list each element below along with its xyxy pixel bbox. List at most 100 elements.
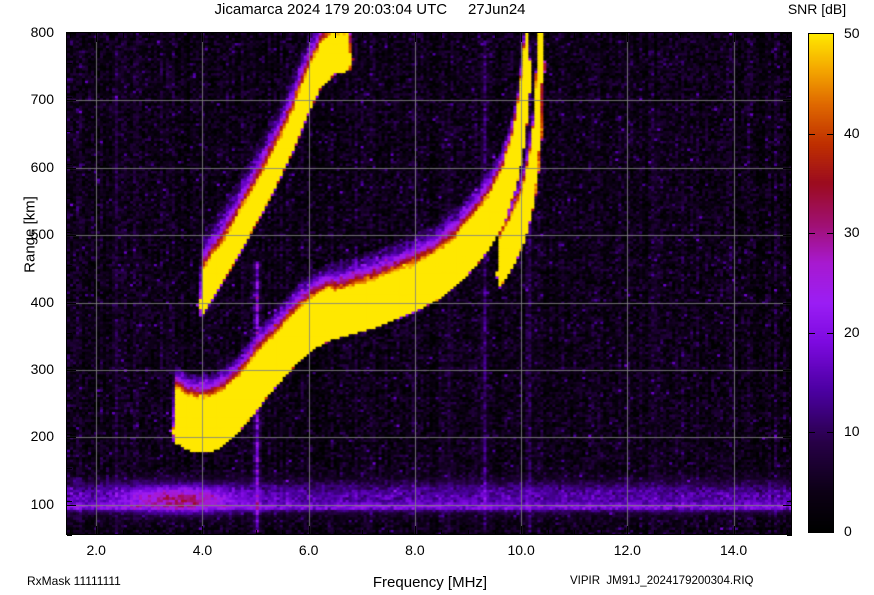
x-tick-minor (335, 530, 336, 535)
x-tick-major (627, 33, 628, 42)
x-tick-minor (441, 33, 442, 38)
y-tick-minor (787, 97, 792, 98)
colorbar-tick (809, 432, 815, 433)
colorbar-tick-label-50: 50 (844, 25, 860, 41)
x-tick-minor (760, 530, 761, 535)
x-tick-major (521, 526, 522, 535)
y-tick-major (783, 437, 792, 438)
colorbar-tick (809, 333, 815, 334)
x-tick-minor (654, 33, 655, 38)
y-tick-minor (67, 63, 72, 64)
y-tick-label-200: 200 (30, 428, 54, 445)
colorbar-tick-label-20: 20 (844, 323, 860, 340)
y-tick-minor (67, 400, 72, 401)
x-tick-label-10: 10.0 (507, 542, 535, 558)
page-title: Jicamarca 2024 179 20:03:04 UTC 27Jun24 (214, 1, 526, 18)
y-tick-major (783, 505, 792, 506)
colorbar-tick (827, 233, 833, 234)
x-tick-minor (441, 530, 442, 535)
y-tick-minor (787, 299, 792, 300)
y-tick-minor (787, 198, 792, 199)
x-tick-major (627, 526, 628, 535)
y-tick-minor (787, 468, 792, 469)
x-tick-minor (149, 33, 150, 38)
y-tick-minor (67, 97, 72, 98)
x-tick-major (521, 33, 522, 42)
x-axis-label: Frequency [MHz] (372, 574, 488, 591)
y-tick-minor (67, 232, 72, 233)
y-tick-minor (787, 265, 792, 266)
x-tick-label-6: 6.0 (298, 542, 319, 558)
x-tick-minor (574, 33, 575, 38)
colorbar-tick-label-10: 10 (844, 423, 860, 440)
rxmask-status: RxMask 11111111 (27, 574, 121, 588)
x-tick-minor (495, 530, 496, 535)
y-tick-major (67, 505, 76, 506)
x-tick-minor (176, 33, 177, 38)
y-tick-minor (787, 501, 792, 502)
y-tick-label-800: 800 (30, 24, 54, 40)
x-tick-minor (601, 530, 602, 535)
file-identifier: VIPIR JM91J_2024179200304.RIQ (570, 575, 754, 587)
y-tick-label-100: 100 (30, 495, 54, 512)
y-tick-minor (787, 131, 792, 132)
y-tick-label-500: 500 (30, 226, 54, 243)
ionogram-heatmap (67, 33, 792, 535)
x-tick-minor (256, 33, 257, 38)
x-tick-major (734, 33, 735, 42)
y-tick-minor (787, 164, 792, 165)
x-tick-minor (548, 530, 549, 535)
y-tick-major (67, 370, 76, 371)
y-tick-label-400: 400 (30, 293, 54, 310)
x-tick-major (415, 526, 416, 535)
y-tick-label-600: 600 (30, 158, 54, 175)
x-tick-major (202, 33, 203, 42)
x-tick-minor (707, 530, 708, 535)
x-tick-minor (70, 33, 71, 38)
y-tick-major (67, 437, 76, 438)
y-tick-major (67, 33, 76, 34)
y-tick-minor (67, 501, 72, 502)
colorbar-gradient (809, 34, 833, 532)
x-tick-major (415, 33, 416, 42)
y-tick-major (783, 303, 792, 304)
x-tick-minor (123, 530, 124, 535)
x-tick-label-14: 14.0 (719, 542, 748, 558)
y-tick-minor (67, 367, 72, 368)
y-tick-minor (787, 400, 792, 401)
x-tick-minor (149, 530, 150, 535)
colorbar-tick (809, 233, 815, 234)
x-tick-minor (282, 530, 283, 535)
y-tick-minor (67, 299, 72, 300)
x-tick-minor (680, 33, 681, 38)
y-tick-minor (67, 535, 72, 536)
y-tick-minor (67, 198, 72, 199)
y-tick-major (783, 168, 792, 169)
x-tick-minor (362, 33, 363, 38)
x-tick-minor (362, 530, 363, 535)
y-tick-major (783, 370, 792, 371)
x-tick-major (309, 526, 310, 535)
y-tick-minor (67, 164, 72, 165)
x-tick-minor (70, 530, 71, 535)
x-tick-minor (388, 33, 389, 38)
x-tick-major (96, 33, 97, 42)
x-tick-minor (574, 530, 575, 535)
x-tick-minor (680, 530, 681, 535)
y-tick-major (67, 235, 76, 236)
colorbar-tick (827, 134, 833, 135)
x-tick-major (734, 526, 735, 535)
y-tick-minor (787, 333, 792, 334)
x-tick-minor (787, 33, 788, 38)
y-tick-minor (67, 333, 72, 334)
x-tick-minor (707, 33, 708, 38)
x-tick-label-2: 2.0 (86, 542, 106, 558)
y-tick-minor (787, 535, 792, 536)
x-tick-label-8: 8.0 (405, 542, 425, 558)
x-tick-minor (468, 530, 469, 535)
x-tick-major (202, 526, 203, 535)
y-tick-minor (67, 468, 72, 469)
x-tick-minor (229, 33, 230, 38)
y-tick-major (67, 168, 76, 169)
